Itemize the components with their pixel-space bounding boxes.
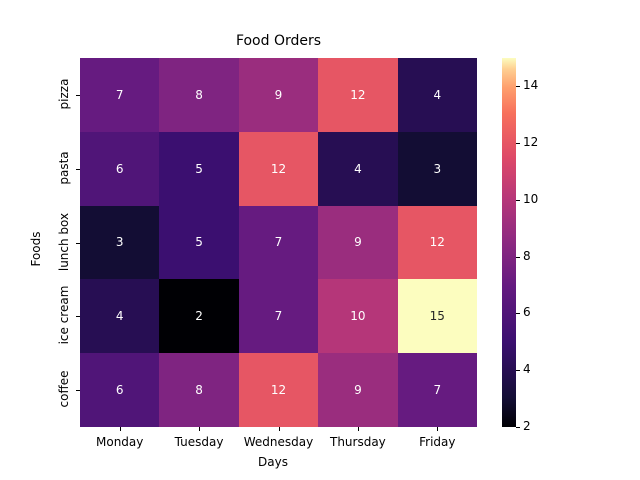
heatmap-cell: 9 xyxy=(318,353,398,427)
heatmap-cell: 4 xyxy=(80,279,160,354)
y-tick-label: ice cream xyxy=(57,285,71,345)
heatmap-cell: 10 xyxy=(318,279,398,354)
colorbar-tick xyxy=(516,143,520,145)
x-axis-label: Days xyxy=(258,455,288,469)
heatmap-grid: 7 8 9 12 4 6 5 12 4 3 3 5 7 9 12 4 2 7 10 15 6 8 12 9 7 xyxy=(80,58,477,427)
heatmap-cell: 3 xyxy=(80,205,160,280)
colorbar-tick-label: 12 xyxy=(523,135,539,150)
colorbar-tick xyxy=(516,370,520,372)
colorbar-tick-label: 2 xyxy=(523,419,531,433)
colorbar-tick xyxy=(516,199,520,201)
heatmap-cell: 9 xyxy=(238,58,319,132)
colorbar-tick xyxy=(516,427,520,428)
heatmap-cell: 5 xyxy=(159,205,239,280)
x-tick-label: Monday xyxy=(96,435,144,449)
heatmap-cell: 2 xyxy=(159,279,239,354)
heatmap-cell: 8 xyxy=(159,353,239,427)
heatmap-cell: 9 xyxy=(318,205,398,280)
heatmap-cell: 7 xyxy=(238,279,319,354)
heatmap-cell: 7 xyxy=(238,205,319,280)
y-axis-label: Foods xyxy=(29,231,43,267)
y-tick xyxy=(76,94,80,96)
heatmap-cell: 7 xyxy=(397,353,477,427)
heatmap-cell: 12 xyxy=(238,131,319,206)
colorbar-tick-label: 14 xyxy=(523,78,539,93)
colorbar-tick xyxy=(516,86,520,88)
x-tick-label: Friday xyxy=(419,435,456,449)
x-tick-label: Thursday xyxy=(329,435,386,449)
x-tick xyxy=(357,427,359,431)
colorbar-tick-label: 10 xyxy=(523,191,539,206)
heatmap-cell: 12 xyxy=(318,58,398,132)
y-tick xyxy=(76,390,80,392)
y-tick-label: coffee xyxy=(57,370,71,408)
y-tick-label: lunch box xyxy=(57,212,71,271)
y-tick-label: pasta xyxy=(57,151,71,185)
heatmap-cell: 7 xyxy=(80,58,160,132)
colorbar-tick xyxy=(516,313,520,315)
x-tick xyxy=(437,427,439,431)
heatmap-cell: 6 xyxy=(80,131,160,206)
colorbar xyxy=(502,58,516,427)
x-tick xyxy=(119,427,121,431)
heatmap-cell: 8 xyxy=(159,58,239,132)
y-tick-label: pizza xyxy=(57,78,71,110)
y-tick xyxy=(76,168,80,170)
y-tick xyxy=(76,242,80,244)
colorbar-tick-label: 6 xyxy=(523,305,531,320)
heatmap-cell: 4 xyxy=(397,58,477,132)
heatmap-cell: 15 xyxy=(397,279,477,354)
x-tick-label: Tuesday xyxy=(174,435,224,449)
heatmap-cell: 4 xyxy=(318,131,398,206)
x-tick xyxy=(278,427,280,431)
heatmap-cell: 5 xyxy=(159,131,239,206)
y-tick xyxy=(76,316,80,318)
heatmap-cell: 12 xyxy=(238,353,319,427)
colorbar-tick xyxy=(516,256,520,258)
x-tick-label: Wednesday xyxy=(243,435,314,449)
heatmap-cell: 12 xyxy=(397,205,477,280)
heatmap-cell: 3 xyxy=(397,131,477,206)
x-tick xyxy=(199,427,201,431)
colorbar-tick-label: 4 xyxy=(523,362,531,377)
chart-title: Food Orders xyxy=(235,33,322,49)
heatmap-cell: 6 xyxy=(80,353,160,427)
colorbar-tick-label: 8 xyxy=(523,248,531,263)
